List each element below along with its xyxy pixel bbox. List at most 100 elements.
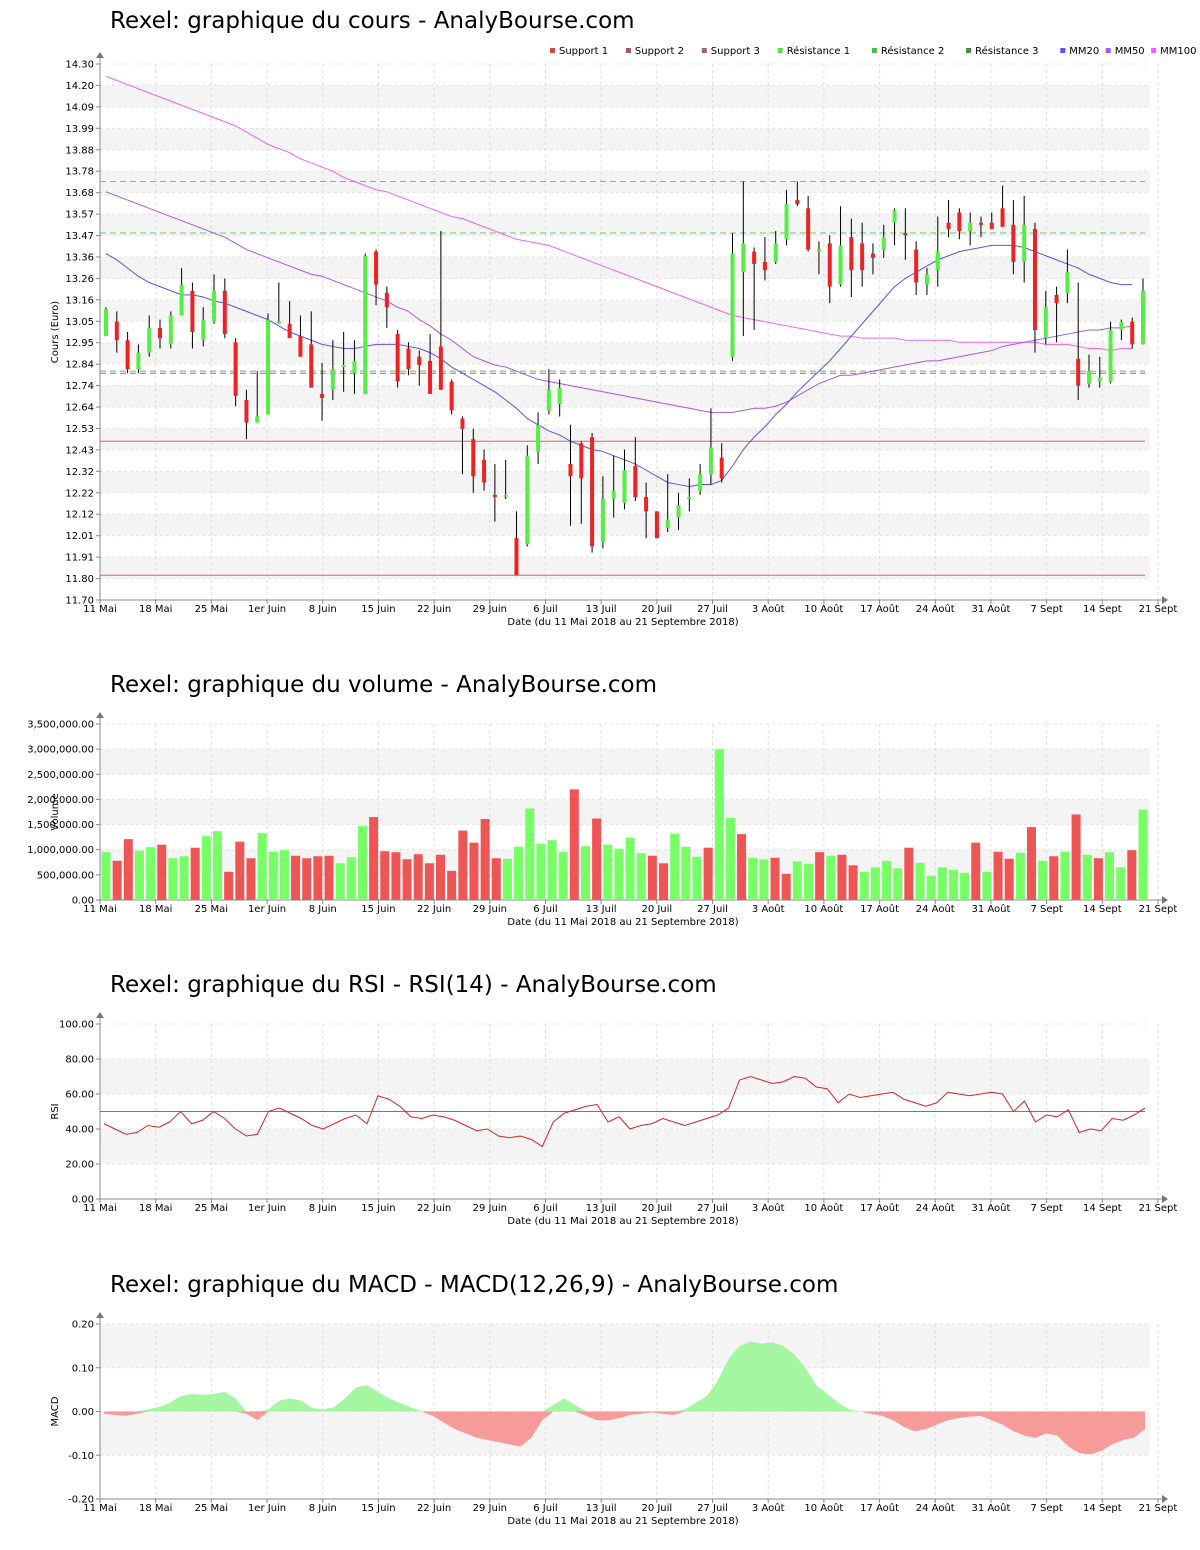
candle-up [546, 389, 551, 411]
macd-xtick-label: 6 Juil [533, 1503, 557, 1514]
price-ytick-label: 13.57 [65, 210, 94, 221]
candle-down [449, 381, 454, 411]
legend-label-4: Résistance 2 [881, 45, 944, 57]
volume-bar-down [993, 851, 1003, 900]
volume-ytick-label: 500,000.00 [37, 870, 94, 881]
candle-up [708, 447, 713, 475]
volume-bar-down [592, 818, 602, 900]
candle-up [352, 360, 357, 374]
price-xtick-label: 3 Août [752, 603, 785, 615]
volume-bar-up [670, 833, 680, 900]
legend-label-5: Résistance 3 [975, 45, 1038, 57]
volume-bar-up [346, 857, 356, 900]
volume-bar-down [424, 863, 434, 900]
candle-up [881, 237, 886, 250]
candle-up [503, 494, 508, 497]
rsi-ytick-label: 40.00 [65, 1125, 94, 1136]
volume-bar-down [1093, 858, 1103, 900]
candle-down [978, 222, 983, 225]
volume-bar-up [146, 847, 156, 900]
volume-bar-up [1038, 860, 1048, 900]
macd-yaxis-arrow [96, 1312, 104, 1318]
price-chart-title: Rexel: graphique du cours - AnalyBourse.… [110, 8, 635, 34]
volume-bar-down [1004, 858, 1014, 900]
rsi-xtick-label: 11 Mai [83, 1203, 116, 1214]
candle-up [698, 474, 703, 491]
macd-xtick-label: 15 Juin [361, 1503, 395, 1514]
legend-swatch [777, 48, 783, 53]
candle-down [654, 511, 659, 539]
price-ytick-label: 14.20 [65, 81, 94, 92]
price-yaxis-arrow [96, 52, 104, 58]
candle-down [849, 237, 854, 271]
macd-xtick-label: 14 Sept [1083, 1503, 1122, 1514]
macd-xtick-label: 31 Août [971, 1502, 1010, 1514]
volume-bar-up [759, 859, 769, 900]
price-xtick-label: 25 Mai [195, 604, 228, 615]
rsi-xtick-label: 7 Sept [1030, 1203, 1062, 1214]
candle-down [957, 212, 962, 231]
price-chart: 11.70 11.80 11.91 12.01 12.12 12.22 12.32 12.43… [50, 52, 1177, 628]
mm20-line [105, 244, 1133, 488]
volume-ytick-label: 1,500,000.00 [27, 820, 94, 831]
legend-label-3: Résistance 1 [787, 45, 850, 57]
candle-down [395, 334, 400, 382]
volume-xtick-label: 27 Juil [697, 904, 728, 915]
rsi-xtick-label: 8 Juin [309, 1203, 337, 1214]
volume-bar-down [235, 841, 245, 900]
candle-down [320, 393, 325, 398]
price-ytick-label: 12.64 [65, 403, 94, 414]
rsi-x-axis-label: Date (du 11 Mai 2018 au 21 Septembre 201… [507, 1216, 738, 1227]
candle-up [1022, 224, 1027, 262]
volume-bar-up [748, 857, 758, 900]
macd-xtick-label: 13 Juil [586, 1503, 617, 1514]
volume-bar-down [447, 870, 457, 900]
price-xtick-label: 17 Août [860, 603, 899, 615]
macd-ytick-label: -0.10 [68, 1451, 94, 1462]
volume-bar-up [603, 844, 613, 900]
volume-xtick-label: 6 Juil [533, 904, 557, 915]
volume-xtick-label: 22 Juin [417, 904, 451, 915]
price-ytick-label: 11.70 [65, 596, 94, 607]
volume-bar-down [1071, 814, 1081, 900]
price-xtick-label: 18 Mai [139, 604, 172, 615]
candle-down [827, 243, 832, 287]
volume-bar-down [659, 863, 669, 900]
price-ytick-label: 12.32 [65, 467, 94, 478]
price-ytick-label: 14.09 [65, 102, 94, 113]
price-ytick-label: 14.30 [65, 60, 94, 71]
price-band [100, 85, 1150, 107]
candle-down [579, 443, 584, 479]
macd-negative-area [104, 1411, 1145, 1455]
candle-down [492, 494, 497, 497]
macd-ytick-label: -0.20 [68, 1495, 94, 1506]
rsi-xaxis-arrow [1162, 1195, 1168, 1203]
price-xtick-label: 20 Juil [641, 604, 672, 615]
price-xtick-label: 6 Juil [533, 604, 557, 615]
mm50-line [105, 191, 1133, 413]
volume-ytick-label: 3,000,000.00 [27, 745, 94, 756]
rsi-xtick-label: 29 Juin [473, 1203, 507, 1214]
price-xtick-label: 13 Juil [586, 604, 617, 615]
rsi-chart: 0.00 20.00 40.00 60.00 80.00 100.00 11 Mai 18 M… [50, 1012, 1177, 1227]
volume-bar-down [480, 819, 490, 900]
volume-bar-up [937, 867, 947, 900]
candle-down [1032, 228, 1037, 330]
price-xtick-label: 10 Août [804, 603, 843, 615]
candle-up [600, 498, 605, 543]
candle-down [590, 437, 595, 547]
volume-bar-up [1138, 809, 1148, 900]
legend-swatch [1060, 48, 1066, 53]
volume-bar-up [213, 831, 223, 900]
macd-xtick-label: 11 Mai [83, 1503, 116, 1514]
price-ytick-label: 13.05 [65, 317, 94, 328]
candle-down [417, 356, 422, 365]
candle-down [870, 253, 875, 258]
macd-xtick-label: 7 Sept [1030, 1503, 1062, 1514]
price-xtick-label: 7 Sept [1030, 604, 1062, 615]
candle-up [730, 253, 735, 357]
volume-bar-down [436, 854, 446, 900]
volume-bar-down [413, 854, 423, 900]
volume-bar-up [636, 853, 646, 900]
price-band [100, 428, 1150, 450]
